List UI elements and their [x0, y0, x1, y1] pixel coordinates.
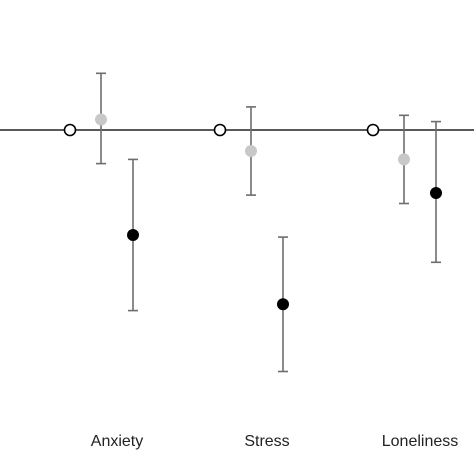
point-series0-stress: [213, 123, 227, 137]
point-series1-loneliness: [398, 153, 410, 166]
point-series2-loneliness: [430, 187, 442, 199]
point-series2-stress: [277, 298, 289, 311]
point-series2-anxiety: [127, 229, 139, 241]
error-bars: [96, 72, 441, 373]
point-series0-anxiety: [63, 123, 77, 137]
category-label-loneliness: Loneliness: [382, 433, 459, 450]
data-points: [63, 113, 442, 311]
category-label-anxiety: Anxiety: [91, 433, 143, 450]
point-series0-loneliness: [366, 123, 380, 137]
point-series1-stress: [245, 145, 257, 157]
point-series1-anxiety: [95, 113, 107, 126]
category-labels: Anxiety Stress Loneliness: [91, 433, 458, 450]
category-label-stress: Stress: [244, 433, 289, 450]
